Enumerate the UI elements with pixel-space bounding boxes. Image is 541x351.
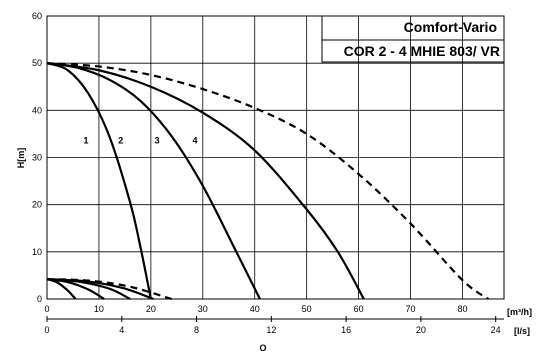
x-tick-label-4: 40 [250, 304, 260, 314]
x2-tick-label-0: 0 [44, 325, 49, 335]
x2-tick-label-5: 20 [416, 325, 426, 335]
y-tick-label-0: 0 [37, 294, 42, 304]
curve-9 [46, 278, 172, 301]
x-tick-label-0: 0 [44, 304, 49, 314]
curve-2 [46, 62, 261, 300]
x-tick-label-8: 80 [457, 304, 467, 314]
y-tick-label-4: 40 [32, 105, 42, 115]
y-tick-label-5: 50 [32, 58, 42, 68]
x-tick-label-1: 10 [94, 304, 104, 314]
x2-tick-label-1: 4 [119, 325, 124, 335]
x2-tick-label-2: 8 [194, 325, 199, 335]
x-tick-label-3: 30 [198, 304, 208, 314]
x-unit-bottom: [l/s] [514, 326, 530, 336]
x-tick-label-2: 20 [146, 304, 156, 314]
y-axis-label: H[m] [16, 148, 26, 169]
title-box [321, 15, 505, 63]
x-unit-top: [m³/h] [507, 307, 532, 317]
curve-label-3: 3 [155, 135, 160, 145]
chart-subtitle: COR 2 - 4 MHIE 803/ VR [344, 43, 500, 59]
curve-label-2: 2 [118, 135, 123, 145]
curve-3 [46, 62, 365, 300]
curve-label-4: 4 [192, 135, 197, 145]
chart-title: Comfort-Vario [404, 19, 497, 35]
y-tick-label-6: 60 [32, 11, 42, 21]
x-axis-label: Q [259, 343, 266, 351]
x-tick-label-7: 70 [406, 304, 416, 314]
y-tick-label-1: 10 [32, 247, 42, 257]
x2-tick-label-3: 12 [266, 325, 276, 335]
x-tick-label-5: 50 [302, 304, 312, 314]
x-tick-label-6: 60 [354, 304, 364, 314]
x2-tick-label-4: 16 [341, 325, 351, 335]
curve-4 [46, 62, 490, 300]
curve-1 [46, 62, 152, 300]
y-tick-label-3: 30 [32, 153, 42, 163]
curve-label-1: 1 [83, 135, 88, 145]
curves: 1 2 3 4 [46, 62, 490, 301]
x2-tick-label-6: 24 [491, 325, 501, 335]
grid [46, 15, 505, 300]
y-tick-label-2: 20 [32, 200, 42, 210]
